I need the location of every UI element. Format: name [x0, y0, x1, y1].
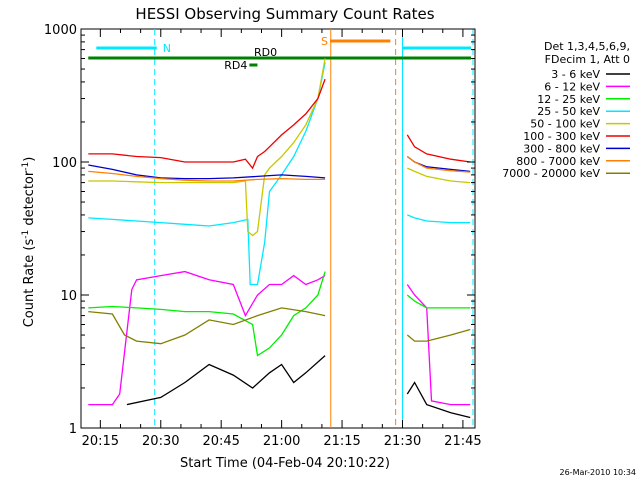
x-tick-label-0: 20:15 [82, 434, 119, 449]
x-tick-label-3: 21:00 [263, 434, 300, 449]
flag-label-4: RD4 [224, 59, 247, 72]
y-axis-label-sup-1: -1 [21, 230, 31, 239]
flag-label-0: N [163, 42, 171, 55]
legend-label-1: 6 - 12 keV [544, 80, 600, 93]
series-line-1-0 [88, 270, 326, 406]
x-tick-label-2: 20:45 [202, 434, 239, 449]
legend-label-3: 25 - 50 keV [537, 105, 600, 118]
y-axis-label-mid: detector [22, 170, 37, 230]
y-ticks: 1 10 100 1000 [44, 23, 475, 437]
series-layer [88, 58, 471, 419]
y-axis-label-main: Count Rate (s [22, 239, 37, 328]
y-tick-label-0: 1 [69, 422, 77, 437]
series-line-2-1 [406, 294, 471, 309]
timestamp: 26-Mar-2010 10:34 [560, 468, 637, 477]
x-tick-label-4: 21:15 [323, 434, 360, 449]
y-tick-label-2: 100 [52, 156, 77, 171]
legend-label-5: 100 - 300 keV [523, 130, 600, 143]
series-line-3-0 [88, 62, 326, 286]
flag-label-3: RD0 [254, 46, 277, 59]
series-line-4-1 [407, 167, 471, 184]
x-tick-label-1: 20:30 [142, 434, 179, 449]
series-line-8-0 [88, 307, 326, 345]
y-axis-label: Count Rate (s-1 detector-1) [21, 157, 37, 328]
flag-bars: N S RD0 RD4 [88, 35, 471, 72]
series-line-7-1 [406, 155, 471, 173]
legend-header-2: FDecim 1, Att 0 [545, 53, 630, 66]
x-axis-label: Start Time (04-Feb-04 20:10:22) [180, 456, 390, 471]
series-line-6-0 [88, 164, 326, 180]
x-ticks: 20:15 20:30 20:45 21:00 21:15 21:30 21:45 [82, 29, 482, 449]
legend-label-8: 7000 - 20000 keV [502, 167, 600, 180]
chart-title: HESSI Observing Summary Count Rates [135, 5, 434, 23]
vertical-markers [154, 29, 474, 428]
legend-label-7: 800 - 7000 keV [516, 155, 600, 168]
series-line-0-1 [406, 381, 471, 419]
series-line-5-0 [88, 78, 326, 170]
series-line-5-1 [406, 134, 471, 163]
y-axis-label-end: ) [22, 157, 37, 162]
y-tick-label-3: 1000 [44, 23, 77, 38]
series-line-8-1 [406, 328, 471, 342]
x-tick-label-6: 21:45 [444, 434, 481, 449]
x-tick-label-5: 21:30 [384, 434, 421, 449]
legend-label-4: 50 - 100 keV [530, 118, 600, 131]
legend-label-0: 3 - 6 keV [551, 68, 600, 81]
series-line-7-0 [88, 170, 326, 182]
legend: Det 1,3,4,5,6,9, FDecim 1, Att 0 3 - 6 k… [502, 40, 630, 180]
series-line-3-1 [407, 214, 471, 224]
series-line-2-0 [88, 271, 326, 357]
plot-frame [80, 28, 476, 429]
series-line-1-1 [406, 284, 471, 406]
series-line-0-0 [126, 355, 326, 406]
y-tick-label-1: 10 [60, 289, 77, 304]
y-axis-label-sup-2: -1 [21, 162, 31, 171]
flag-label-2: S [321, 35, 328, 48]
legend-label-6: 300 - 800 keV [523, 142, 600, 155]
legend-header-1: Det 1,3,4,5,6,9, [544, 40, 630, 53]
series-line-4-0 [88, 58, 326, 237]
legend-label-2: 12 - 25 keV [537, 93, 600, 106]
